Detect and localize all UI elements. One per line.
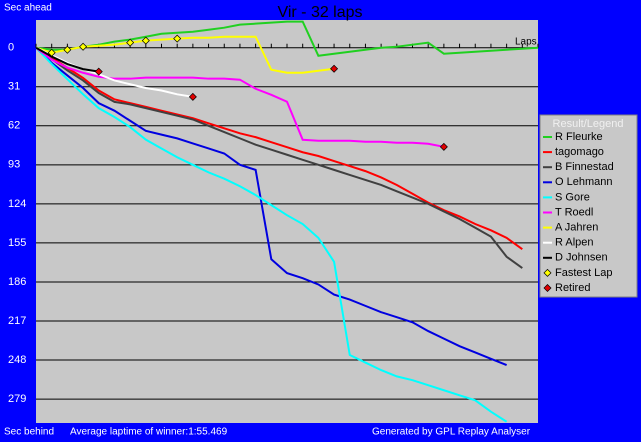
marker-diamond: [47, 48, 56, 57]
marker-diamond: [126, 38, 135, 47]
legend-label: Retired: [555, 282, 590, 294]
marker-diamond: [94, 67, 103, 76]
y-bottom-label: Sec behind: [4, 427, 54, 438]
legend-box: [539, 114, 638, 298]
series-line: [36, 46, 445, 148]
marker-diamond: [79, 42, 88, 51]
legend-label: Fastest Lap: [555, 267, 612, 279]
legend-label: A Jahren: [555, 222, 598, 234]
series-line: [36, 46, 523, 251]
marker-diamond: [188, 92, 197, 101]
legend-swatch: [543, 284, 552, 292]
legend-label: D Johnsen: [555, 252, 608, 264]
legend-label: T Roedl: [555, 206, 593, 218]
series-line: [36, 46, 99, 73]
y-tick-label: 31: [8, 81, 20, 93]
y-tick-label: 217: [8, 315, 26, 327]
legend-title: Result/Legend: [553, 118, 624, 130]
marker-diamond: [173, 34, 182, 43]
series-line: [36, 46, 194, 98]
y-tick-label: 124: [8, 198, 26, 210]
y-tick-label: 0: [8, 42, 14, 54]
footer-right: Generated by GPL Replay Analyser: [372, 427, 531, 438]
legend-label: O Lehmann: [555, 176, 612, 188]
y-top-label: Sec ahead: [4, 3, 52, 14]
series-line: [36, 46, 507, 366]
series-line: [36, 47, 508, 423]
marker-diamond: [141, 36, 150, 45]
marker-diamond: [330, 64, 339, 73]
legend-label: tagomago: [555, 146, 604, 158]
series-line: [36, 20, 538, 57]
y-tick-label: 248: [8, 354, 26, 366]
y-tick-label: 62: [8, 120, 20, 132]
marker-diamond: [439, 142, 448, 151]
legend-label: R Alpen: [555, 237, 594, 249]
y-tick-label: 155: [8, 237, 26, 249]
chart-title: Vir - 32 laps: [277, 4, 362, 21]
legend-swatch: [543, 268, 552, 277]
series-line: [36, 46, 523, 269]
marker-diamond: [63, 45, 72, 54]
y-tick-label: 93: [8, 159, 20, 171]
y-tick-label: 279: [8, 393, 26, 405]
footer-left: Average laptime of winner:1:55.469: [70, 427, 228, 438]
legend-label: S Gore: [555, 191, 590, 203]
legend-label: R Fleurke: [555, 131, 603, 143]
y-tick-label: 186: [8, 276, 26, 288]
x-label: Laps: [515, 37, 537, 48]
legend-label: B Finnestad: [555, 161, 614, 173]
